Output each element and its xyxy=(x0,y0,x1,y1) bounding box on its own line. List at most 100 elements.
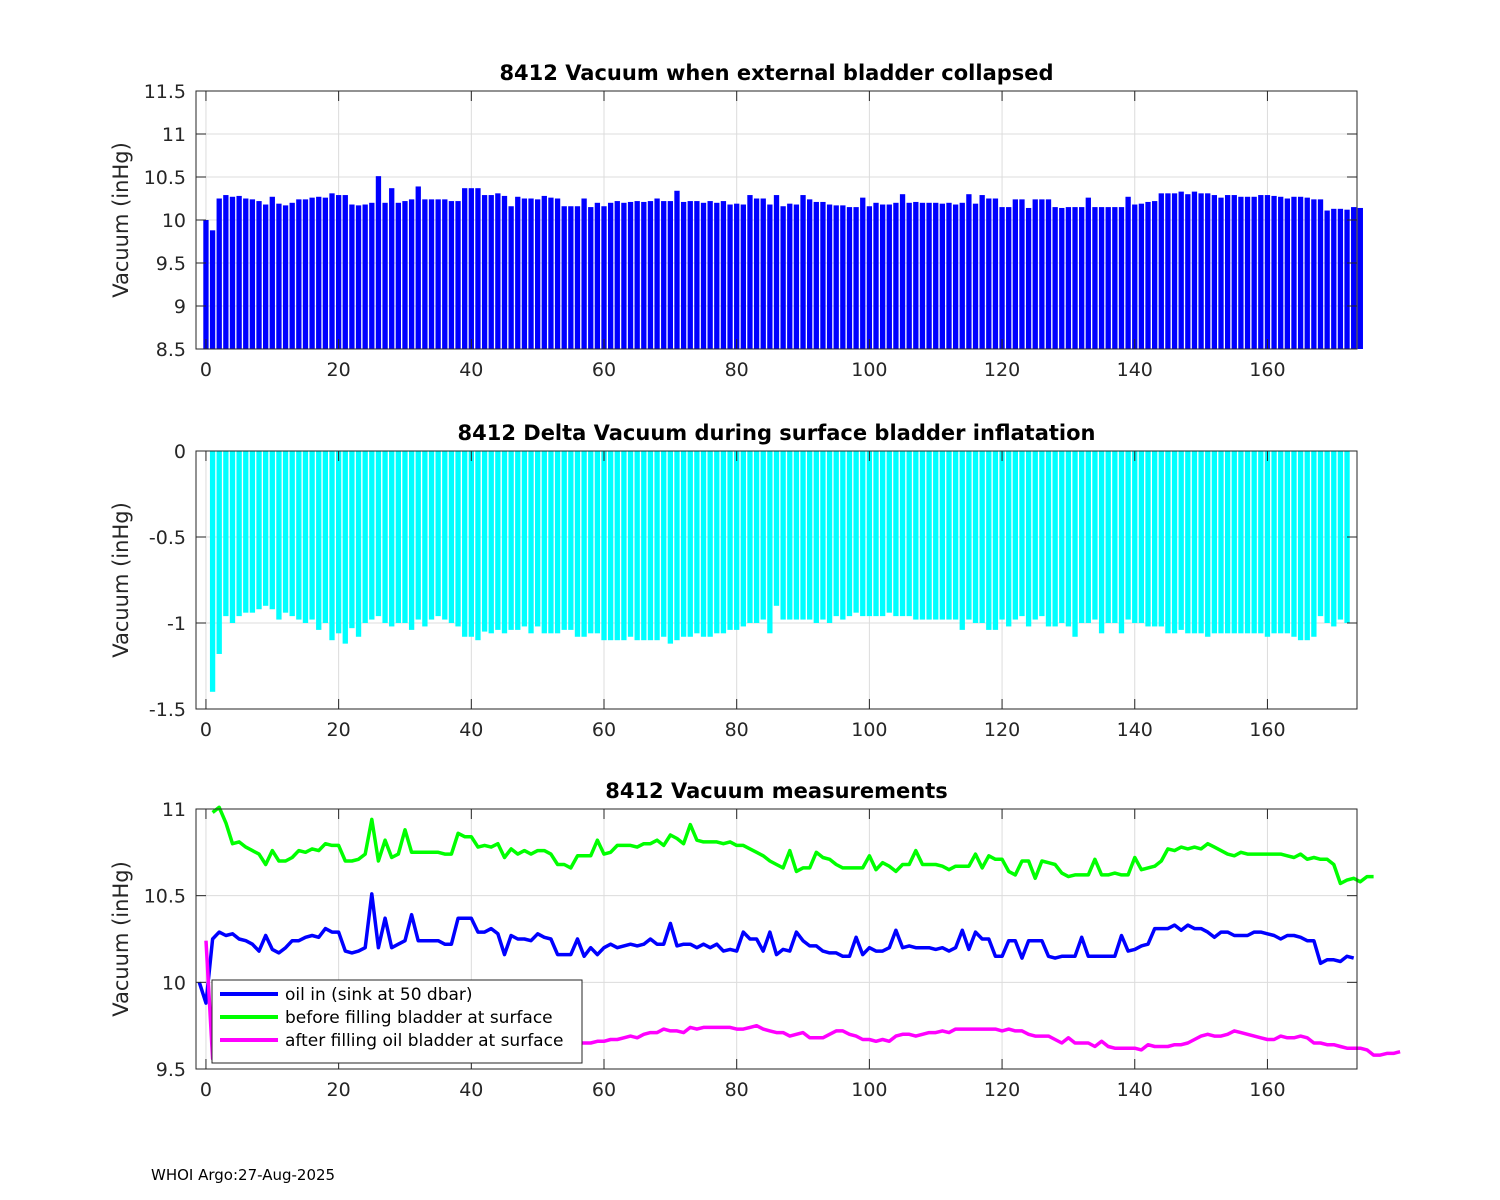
bar xyxy=(1125,451,1131,620)
bar xyxy=(720,201,727,349)
bar xyxy=(216,451,222,654)
bar xyxy=(415,451,421,620)
bar xyxy=(462,451,468,637)
legend-label: before filling bladder at surface xyxy=(285,1008,553,1028)
bar xyxy=(747,451,753,623)
x-tick-label: 60 xyxy=(592,359,616,381)
bar xyxy=(515,196,521,349)
bar xyxy=(687,201,693,349)
bar xyxy=(747,195,753,349)
x-tick-label: 120 xyxy=(984,719,1020,741)
bar xyxy=(1284,451,1290,634)
bar xyxy=(1085,197,1091,349)
y-tick-label: -1.5 xyxy=(149,699,186,721)
bar xyxy=(1251,196,1257,349)
bar xyxy=(787,451,793,620)
bar xyxy=(860,451,866,617)
bar xyxy=(674,190,680,349)
bar xyxy=(488,195,494,349)
bar xyxy=(959,202,965,349)
bar xyxy=(627,201,634,349)
bar xyxy=(1271,195,1277,349)
bar xyxy=(349,451,355,629)
bar xyxy=(966,194,972,349)
y-tick-label: 11 xyxy=(162,799,186,821)
bar xyxy=(707,451,713,637)
bar xyxy=(773,451,780,606)
y-tick-label: -1 xyxy=(167,613,186,635)
bar xyxy=(561,206,567,349)
x-tick-label: 80 xyxy=(725,359,749,381)
bar xyxy=(866,451,873,617)
bar xyxy=(335,195,342,349)
bar xyxy=(992,198,999,349)
bar xyxy=(243,198,249,349)
bar xyxy=(362,204,368,349)
bar xyxy=(1178,451,1184,630)
bar xyxy=(428,451,435,620)
bar xyxy=(1324,210,1330,349)
bar xyxy=(833,451,839,617)
bar xyxy=(767,451,773,634)
bar xyxy=(402,201,408,349)
bar xyxy=(899,194,906,349)
bar xyxy=(1244,196,1251,349)
bar xyxy=(1198,193,1204,349)
bar xyxy=(952,451,959,620)
bar xyxy=(853,207,859,349)
bar xyxy=(468,188,474,349)
x-tick-label: 160 xyxy=(1249,359,1285,381)
bar xyxy=(966,451,972,620)
bar xyxy=(382,202,388,349)
bar xyxy=(269,196,275,349)
bar xyxy=(1019,199,1025,349)
bar xyxy=(501,451,508,634)
bar xyxy=(508,206,514,349)
bar xyxy=(249,451,256,613)
bar xyxy=(296,199,302,349)
bar xyxy=(840,205,846,349)
bar xyxy=(1231,195,1237,349)
bar xyxy=(1152,451,1158,627)
bar xyxy=(1045,199,1052,349)
bar xyxy=(1098,207,1105,349)
axes-box xyxy=(195,808,1358,1070)
y-axis-label: Vacuum (inHg) xyxy=(109,861,133,1017)
bar xyxy=(256,201,262,349)
bar xyxy=(1012,451,1018,620)
bar xyxy=(933,202,939,349)
bar xyxy=(249,199,256,349)
y-tick-label: 11 xyxy=(162,124,186,146)
bar xyxy=(488,451,494,634)
bar xyxy=(893,451,899,617)
bar xyxy=(481,195,488,349)
bar xyxy=(680,201,687,349)
bar xyxy=(787,203,793,349)
bar xyxy=(302,199,309,349)
x-tick-label: 80 xyxy=(725,719,749,741)
bar xyxy=(302,451,309,623)
x-tick-label: 20 xyxy=(327,719,351,741)
bar xyxy=(1092,207,1098,349)
bar xyxy=(694,451,700,634)
bar xyxy=(986,198,992,349)
bar xyxy=(448,201,455,349)
chart-title: 8412 Vacuum measurements xyxy=(605,779,948,803)
bar xyxy=(1331,451,1337,627)
bar xyxy=(276,451,282,620)
bar xyxy=(1178,191,1184,349)
bar xyxy=(999,451,1005,620)
bar xyxy=(521,198,528,349)
bar xyxy=(349,204,355,349)
bar xyxy=(1224,451,1231,634)
bar xyxy=(1198,451,1204,634)
bar xyxy=(661,451,667,637)
x-tick-label: 140 xyxy=(1117,359,1153,381)
bar xyxy=(528,198,534,349)
bar xyxy=(1105,451,1111,623)
bar xyxy=(807,199,813,349)
bar xyxy=(382,451,388,623)
x-tick-label: 120 xyxy=(984,1079,1020,1101)
bar xyxy=(1297,451,1304,641)
bar xyxy=(335,451,342,634)
